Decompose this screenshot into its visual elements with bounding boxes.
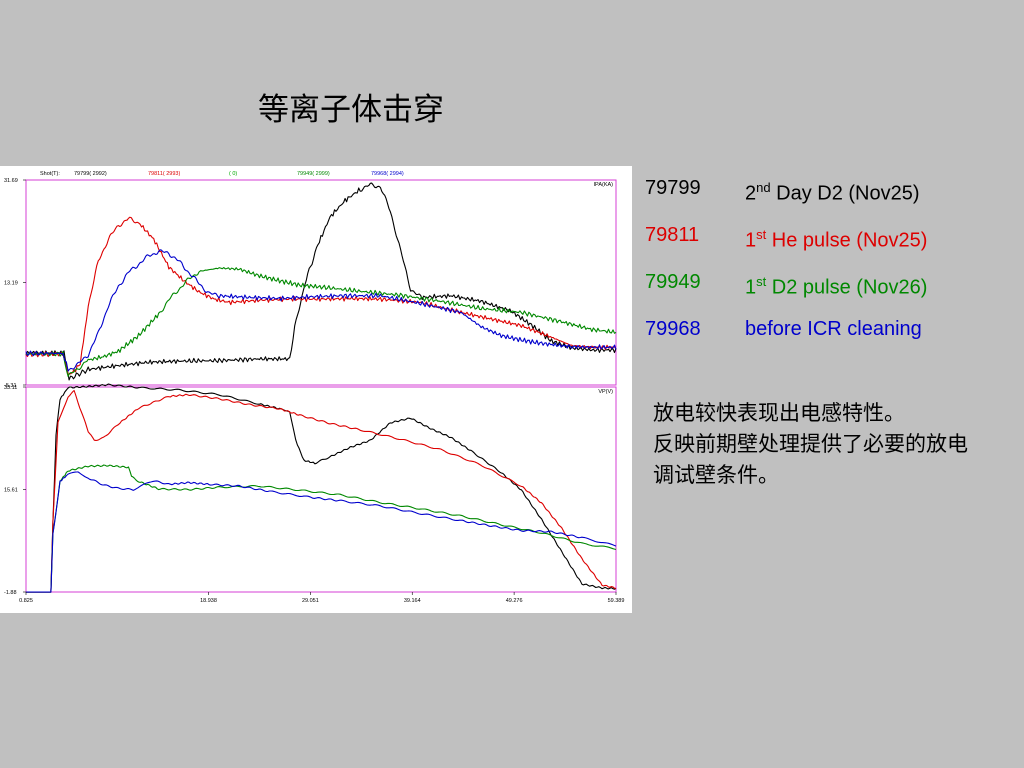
shot-header-entry: 79949( 2999) <box>297 171 330 177</box>
legend-text: before ICR cleaning <box>745 318 922 340</box>
legend-description: 1st D2 pulse (Nov26) <box>745 270 927 300</box>
series-line <box>25 249 617 372</box>
slide-note: 放电较快表现出电感特性。 反映前期壁处理提供了必要的放电调试壁条件。 <box>653 401 968 487</box>
x-tick-label: 59.389 <box>608 598 625 604</box>
legend-ordinal: 2 <box>745 182 757 205</box>
panel-frame <box>25 386 617 593</box>
series-line <box>26 383 617 593</box>
legend-shot-number: 79949 <box>645 271 701 293</box>
shot-header-label: Shot(T): <box>40 171 60 177</box>
y-tick-label: 31.69 <box>4 178 18 184</box>
y-tick-label: -1.88 <box>4 590 17 596</box>
panel-ylabel: IPA(KA) <box>594 182 614 188</box>
legend-shot-number: 79799 <box>645 177 701 199</box>
legend-shot-number: 79811 <box>645 224 700 246</box>
plot-svg: Shot(T): 79799( 2992) 79811( 2993) ( 0) 7994… <box>4 171 625 604</box>
y-tick-label: -5.31 <box>4 383 17 389</box>
x-tick-label: 29.051 <box>302 598 319 604</box>
y-tick-label: 15.61 <box>4 488 18 494</box>
series-line <box>25 267 617 377</box>
panel-ylabel: VP(V) <box>598 389 613 395</box>
legend-shot-number: 79968 <box>645 318 701 340</box>
series-line <box>26 471 617 593</box>
slide-title: 等离子体击穿 <box>258 92 444 128</box>
signal-plot: Shot(T): 79799( 2992) 79811( 2993) ( 0) 7994… <box>0 166 632 613</box>
shot-header-entry: 79799( 2992) <box>74 171 107 177</box>
series-line <box>25 216 617 375</box>
series-line <box>26 464 617 593</box>
legend-ordinal-suffix: st <box>756 274 767 289</box>
y-tick-label: 13.19 <box>4 281 18 287</box>
shot-header-entry: 79811( 2993) <box>148 171 180 177</box>
shot-header-entry: 79968( 2994) <box>371 171 404 177</box>
x-tick-label: 49.276 <box>506 598 523 604</box>
panel-frame <box>25 179 617 386</box>
x-tick-label: 0.825 <box>19 598 33 604</box>
series-line <box>25 182 617 381</box>
legend-description: 2nd Day D2 (Nov25) <box>745 176 920 206</box>
legend-ordinal-suffix: st <box>756 227 767 242</box>
y-tick-label: 33.11 <box>4 385 17 391</box>
legend-text: D2 pulse (Nov26) <box>766 276 928 299</box>
legend-text: He pulse (Nov25) <box>766 229 928 252</box>
legend-ordinal: 1 <box>745 229 757 252</box>
legend-description: 1st He pulse (Nov25) <box>745 223 927 253</box>
legend-text: Day D2 (Nov25) <box>770 182 920 205</box>
series-line <box>26 389 617 593</box>
legend-ordinal-suffix: nd <box>756 180 771 195</box>
shot-header-entry: ( 0) <box>229 171 237 177</box>
x-tick-label: 39.164 <box>404 598 421 604</box>
legend-description: before ICR cleaning <box>745 317 922 341</box>
x-tick-label: 18.938 <box>200 598 217 604</box>
legend-ordinal: 1 <box>745 276 757 299</box>
